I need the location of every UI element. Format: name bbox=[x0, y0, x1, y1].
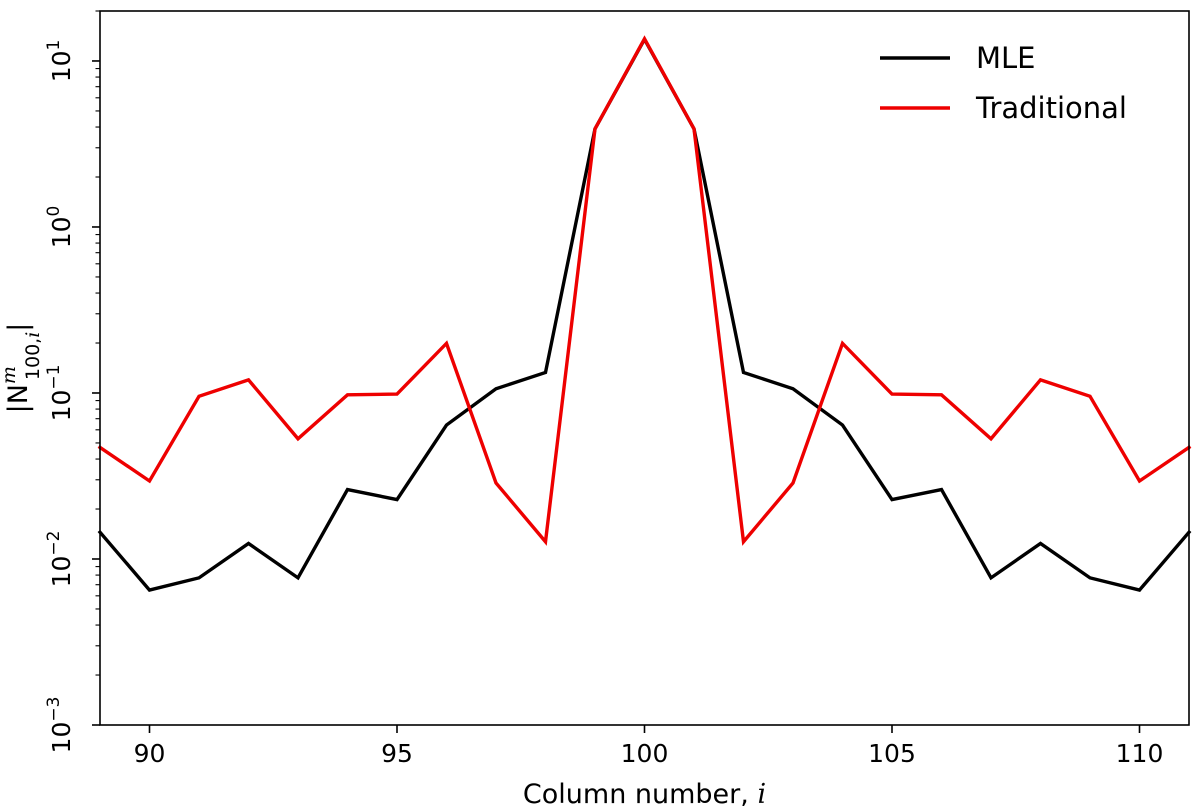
y-axis: 10−3 10−2 10−1 100 101 bbox=[44, 10, 100, 754]
x-axis-label: Column number, i bbox=[523, 779, 766, 810]
plot-series bbox=[97, 35, 1192, 592]
y-tick-label: 10−2 bbox=[44, 531, 76, 588]
x-tick-label: 105 bbox=[868, 739, 916, 768]
y-tick-label: 100 bbox=[44, 206, 76, 249]
y-tick-label: 101 bbox=[44, 40, 76, 83]
x-tick-label: 95 bbox=[381, 739, 413, 768]
x-tick-label: 110 bbox=[1116, 739, 1164, 768]
legend: MLE Traditional bbox=[880, 41, 1127, 125]
legend-label: Traditional bbox=[975, 91, 1127, 125]
y-tick-label: 10−3 bbox=[44, 697, 76, 754]
legend-label: MLE bbox=[976, 41, 1036, 75]
y-axis-label: |Nm 100,i| bbox=[0, 323, 44, 414]
y-tick-label: 10−1 bbox=[44, 365, 76, 422]
series-line-traditional bbox=[97, 35, 1192, 546]
x-axis: 90 95 100 105 110 bbox=[134, 725, 1164, 768]
x-tick-label: 100 bbox=[621, 739, 669, 768]
x-tick-label: 90 bbox=[134, 739, 166, 768]
